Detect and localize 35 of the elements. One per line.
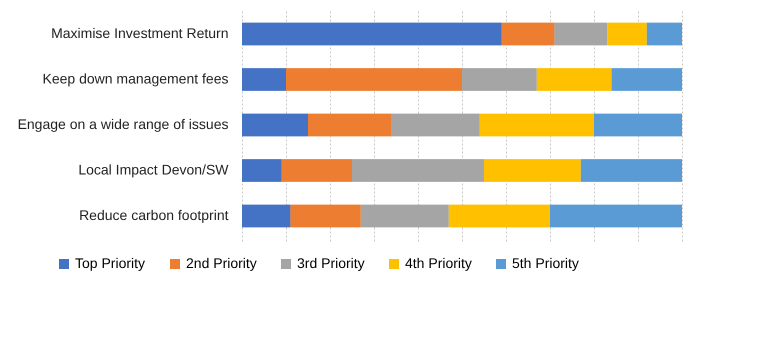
- y-tick-label: Engage on a wide range of issues: [18, 116, 228, 132]
- y-tick-label: Keep down management fees: [42, 70, 228, 87]
- bar: [536, 68, 612, 91]
- bar: [360, 204, 449, 228]
- bar: [607, 22, 647, 46]
- y-tick-label: Maximise Investment Return: [51, 25, 228, 42]
- bar: [392, 114, 480, 136]
- bar: [242, 159, 282, 182]
- legend-label: 2nd Priority: [186, 255, 257, 271]
- bar: [502, 22, 554, 46]
- bar: [480, 114, 594, 136]
- bar: [554, 22, 608, 46]
- bar: [242, 114, 308, 136]
- bar: [308, 114, 392, 136]
- bar: [484, 159, 581, 182]
- bar: [290, 204, 361, 228]
- legend-label: 3rd Priority: [297, 255, 365, 271]
- y-tick-label: Local Impact Devon/SW: [78, 161, 230, 178]
- legend-label: Top Priority: [75, 255, 146, 271]
- bar: [242, 22, 502, 46]
- bar: [352, 159, 484, 182]
- bar: [594, 114, 682, 136]
- bar: [580, 159, 682, 182]
- bar: [242, 204, 290, 228]
- legend-label: 5th Priority: [512, 255, 579, 271]
- bar: [646, 22, 682, 46]
- bar: [286, 68, 462, 91]
- bar: [242, 68, 286, 91]
- bar: [448, 204, 550, 228]
- bar: [612, 68, 682, 91]
- bar: [462, 68, 537, 91]
- y-tick-label: Reduce carbon footprint: [79, 206, 229, 223]
- legend-label: 4th Priority: [405, 255, 472, 271]
- bar: [282, 159, 352, 182]
- bar: [550, 204, 682, 228]
